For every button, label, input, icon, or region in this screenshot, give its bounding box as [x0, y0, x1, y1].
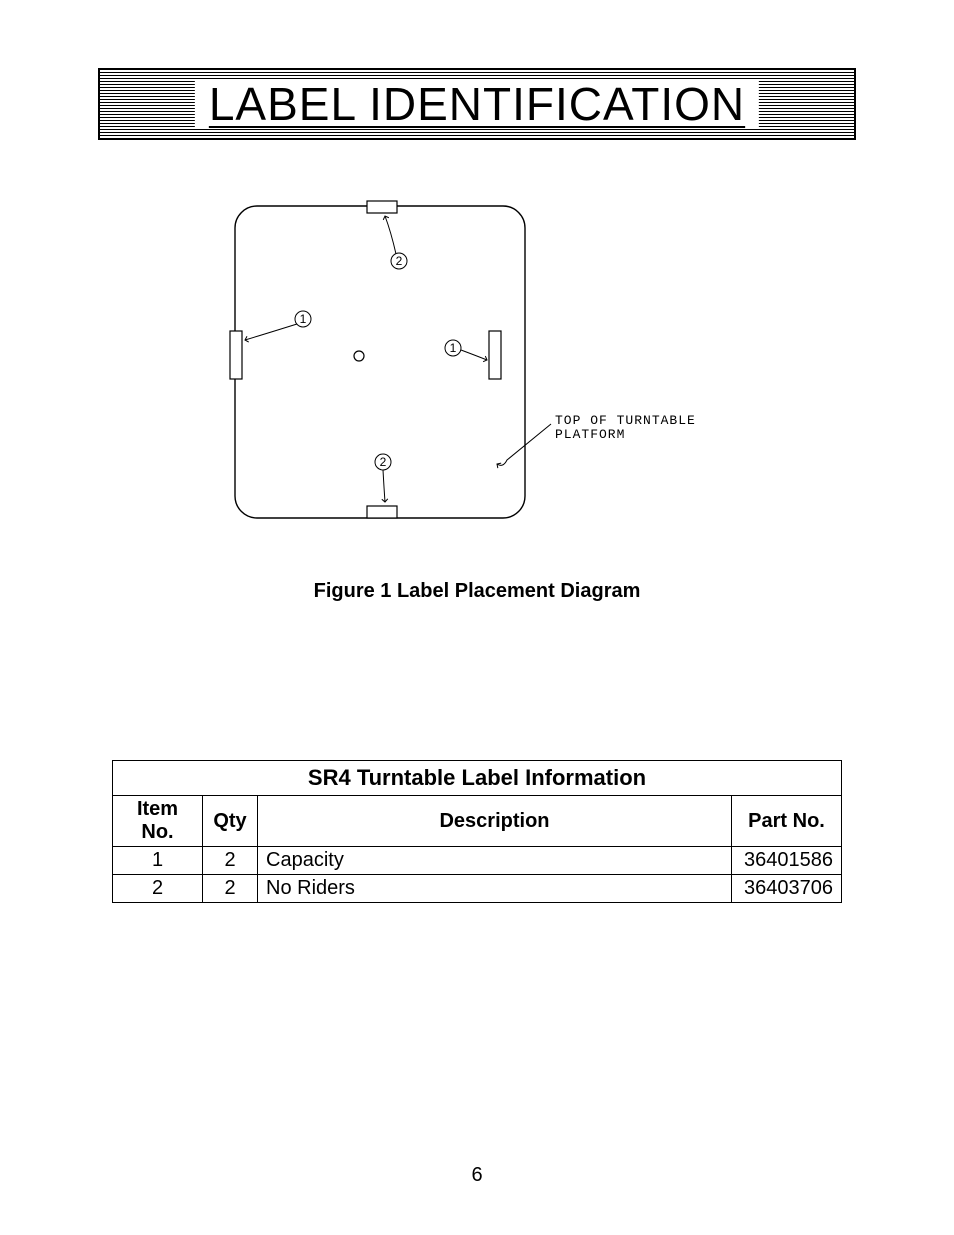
col-item: Item No. [113, 796, 203, 847]
page-title: LABEL IDENTIFICATION [195, 81, 759, 127]
col-qty: Qty [203, 796, 258, 847]
table-header-row: Item No. Qty Description Part No. [113, 796, 842, 847]
cell-qty: 2 [203, 847, 258, 875]
callout-number: 1 [450, 341, 457, 355]
callout-number: 2 [380, 455, 387, 469]
table-row: 1 2 Capacity 36401586 [113, 847, 842, 875]
table-row: 2 2 No Riders 36403706 [113, 875, 842, 903]
table-title-row: SR4 Turntable Label Information [113, 761, 842, 796]
callout-number: 2 [396, 254, 403, 268]
cell-item: 1 [113, 847, 203, 875]
page-number: 6 [0, 1164, 954, 1187]
col-part: Part No. [732, 796, 842, 847]
label-info-table: SR4 Turntable Label Information Item No.… [112, 760, 842, 903]
col-desc: Description [258, 796, 732, 847]
tab-top [367, 201, 397, 213]
cell-desc: Capacity [258, 847, 732, 875]
center-hole [354, 351, 364, 361]
diagram-svg: 1 1 2 2 TOP OF TURNTABLE PLATFORM [225, 196, 725, 536]
platform-label-line2: PLATFORM [555, 427, 625, 442]
cell-part: 36401586 [732, 847, 842, 875]
tab-bottom [367, 506, 397, 518]
cell-item: 2 [113, 875, 203, 903]
callout-number: 1 [300, 312, 307, 326]
page: LABEL IDENTIFICATION 1 [0, 0, 954, 1235]
title-banner: LABEL IDENTIFICATION [98, 68, 856, 140]
cell-desc: No Riders [258, 875, 732, 903]
label-placement-diagram: 1 1 2 2 TOP OF TURNTABLE PLATFORM [225, 196, 725, 536]
cell-qty: 2 [203, 875, 258, 903]
turntable-outline [235, 206, 525, 518]
table-title: SR4 Turntable Label Information [113, 761, 842, 796]
platform-label-line1: TOP OF TURNTABLE [555, 413, 696, 428]
tab-right [489, 331, 501, 379]
tab-left [230, 331, 242, 379]
figure-caption: Figure 1 Label Placement Diagram [0, 580, 954, 603]
cell-part: 36403706 [732, 875, 842, 903]
